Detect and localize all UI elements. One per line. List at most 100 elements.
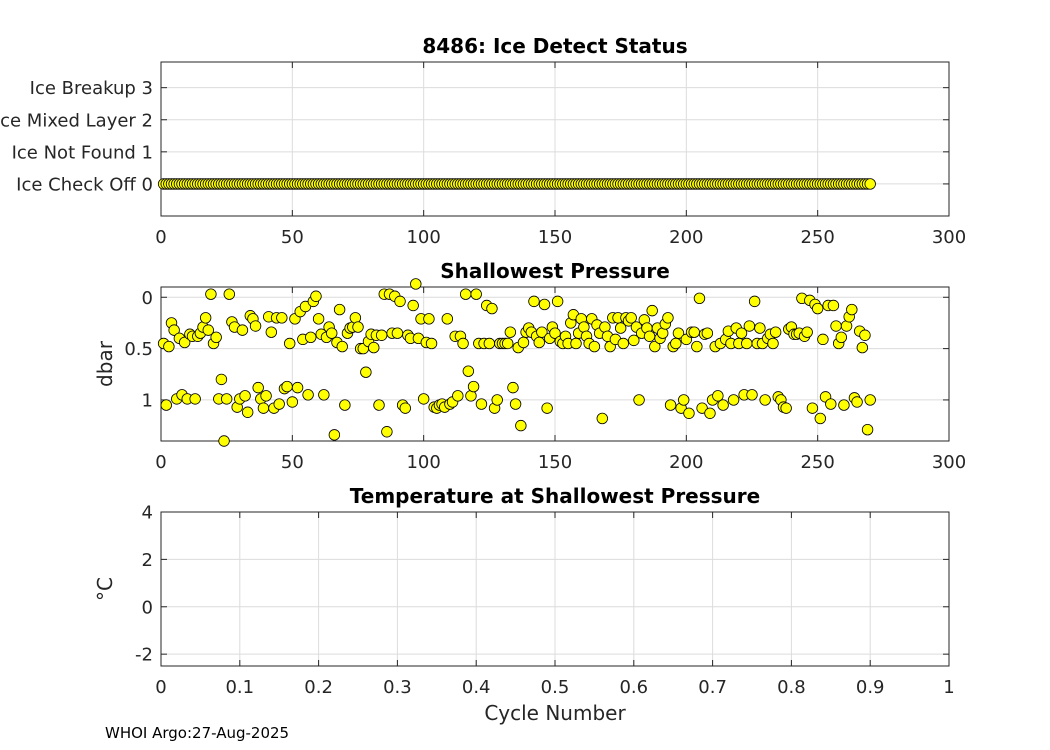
data-point (223, 288, 235, 300)
data-point (746, 389, 758, 401)
data-point (441, 313, 454, 325)
data-point (801, 326, 813, 338)
data-point (672, 327, 685, 339)
data-point (509, 398, 522, 410)
data-point (276, 312, 288, 324)
x-tick-label: 250 (800, 227, 834, 248)
x-tick-label: 50 (281, 452, 304, 473)
x-tick-label: 100 (406, 227, 440, 248)
data-point (614, 322, 627, 334)
x-tick-label: 0.5 (541, 677, 570, 698)
data-point (475, 398, 488, 410)
data-point (541, 402, 553, 414)
footer-text: WHOI Argo:27-Aug-2025 (105, 724, 290, 742)
data-point (352, 321, 364, 333)
data-point (299, 300, 312, 313)
data-point (189, 393, 201, 405)
data-point (596, 412, 608, 425)
data-point (825, 398, 837, 410)
data-point (817, 333, 829, 346)
x-tick-label: 0.7 (698, 677, 727, 698)
x-tick-label: 0 (155, 677, 166, 698)
data-point (633, 394, 645, 406)
data-point (538, 298, 551, 311)
data-point (160, 399, 172, 411)
chart-title-0: 8486: Ice Detect Status (422, 34, 687, 58)
data-point (588, 340, 601, 353)
data-point (491, 394, 503, 406)
data-point (712, 390, 724, 402)
y-tick-label: Ice Mixed Layer 2 (0, 110, 153, 131)
data-point (704, 407, 716, 419)
data-point (241, 406, 254, 418)
data-point (507, 381, 519, 394)
data-point (536, 326, 548, 338)
y-tick-label: -2 (135, 645, 153, 666)
data-point (252, 381, 264, 394)
x-tick-label: 150 (538, 227, 572, 248)
data-point (399, 402, 411, 414)
data-point (336, 340, 348, 353)
data-point (457, 337, 469, 350)
data-point (741, 337, 753, 350)
y-tick-label: 1 (142, 390, 153, 411)
y-axis-label-1: dbar (93, 340, 117, 387)
data-point (670, 337, 682, 350)
y-tick-label: 4 (142, 503, 153, 524)
data-point (417, 393, 430, 405)
data-point (202, 324, 214, 336)
data-point (649, 340, 661, 353)
x-tick-label: 0.8 (777, 677, 806, 698)
data-point (662, 312, 674, 324)
data-point (806, 402, 819, 414)
data-point (373, 399, 385, 411)
data-point (628, 334, 640, 347)
x-tick-label: 300 (932, 227, 966, 248)
data-point (625, 312, 637, 324)
data-point (517, 336, 530, 349)
y-tick-label: Ice Breakup 3 (30, 78, 153, 99)
data-point (759, 394, 771, 406)
data-point (735, 327, 748, 339)
data-point (205, 288, 217, 300)
data-point (239, 390, 251, 402)
data-point (210, 331, 222, 344)
data-point (407, 299, 419, 312)
data-point (462, 365, 475, 377)
data-point (391, 327, 404, 339)
data-point (851, 396, 863, 408)
data-point (549, 327, 561, 339)
y-tick-label: 0 (142, 597, 153, 618)
data-point (236, 324, 249, 336)
x-tick-label: 50 (281, 227, 304, 248)
chart-title-2: Temperature at Shallowest Pressure (350, 484, 760, 508)
data-point (312, 313, 325, 325)
data-point (827, 299, 840, 312)
data-point (360, 366, 372, 378)
data-point (163, 340, 175, 353)
y-tick-label: Ice Not Found 1 (12, 142, 153, 163)
data-point (286, 396, 299, 408)
data-point (467, 380, 480, 393)
data-point (339, 399, 351, 411)
data-point (281, 380, 293, 393)
data-point (381, 426, 393, 438)
data-point (846, 303, 858, 316)
data-point (570, 337, 582, 350)
data-point (328, 429, 341, 441)
data-point (646, 304, 658, 317)
y-tick-label: 2 (142, 550, 153, 571)
data-point (394, 295, 406, 308)
data-point (425, 337, 438, 350)
data-point (326, 327, 338, 339)
data-point (215, 373, 228, 386)
data-point (551, 295, 564, 308)
data-point (754, 322, 766, 334)
x-tick-label: 150 (538, 452, 572, 473)
data-point (693, 292, 706, 304)
y-tick-label: Ice Check Off 0 (16, 174, 153, 195)
data-point (743, 320, 756, 332)
x-tick-label: 300 (932, 452, 966, 473)
data-point (859, 329, 871, 341)
